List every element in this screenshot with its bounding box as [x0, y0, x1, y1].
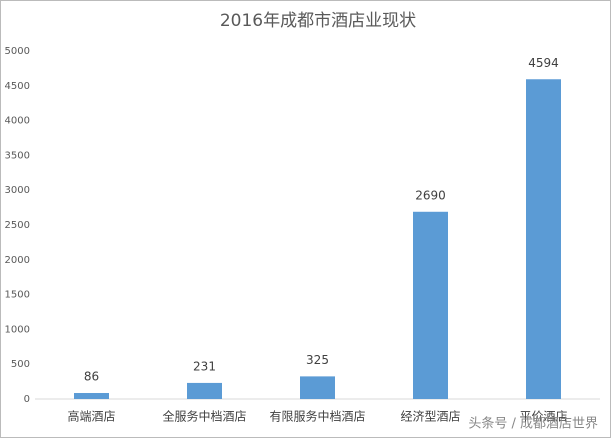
bar — [413, 211, 448, 399]
y-tick-label: 5000 — [5, 46, 30, 57]
data-label: 231 — [193, 359, 216, 373]
watermark: 头条号 / 成都酒店世界 — [468, 416, 598, 432]
data-label: 325 — [306, 353, 329, 367]
bar — [187, 382, 222, 399]
data-label: 2690 — [415, 188, 446, 202]
y-tick-label: 0 — [24, 394, 30, 405]
y-tick-label: 4500 — [5, 81, 30, 92]
x-tick-label: 经济型酒店 — [400, 409, 460, 424]
x-tick-label: 全服务中档酒店 — [162, 409, 246, 424]
bar — [526, 79, 561, 399]
y-tick-label: 3500 — [5, 150, 30, 161]
chart-title: 2016年成都市酒店业现状 — [220, 11, 416, 31]
data-label: 4594 — [528, 56, 559, 70]
x-tick-label: 有限服务中档酒店 — [269, 409, 365, 424]
y-tick-label: 1500 — [5, 290, 30, 301]
bar — [74, 393, 109, 399]
y-tick-label: 1000 — [5, 324, 30, 335]
x-tick-label: 平价酒店 — [519, 410, 567, 424]
y-tick-label: 4000 — [5, 116, 30, 127]
y-tick-label: 2500 — [5, 220, 30, 231]
y-tick-label: 3000 — [5, 185, 30, 196]
data-label: 86 — [84, 370, 99, 384]
bar — [300, 376, 335, 399]
x-tick-label: 高端酒店 — [67, 409, 115, 424]
y-tick-label: 500 — [11, 359, 30, 370]
y-tick-label: 2000 — [5, 255, 30, 266]
